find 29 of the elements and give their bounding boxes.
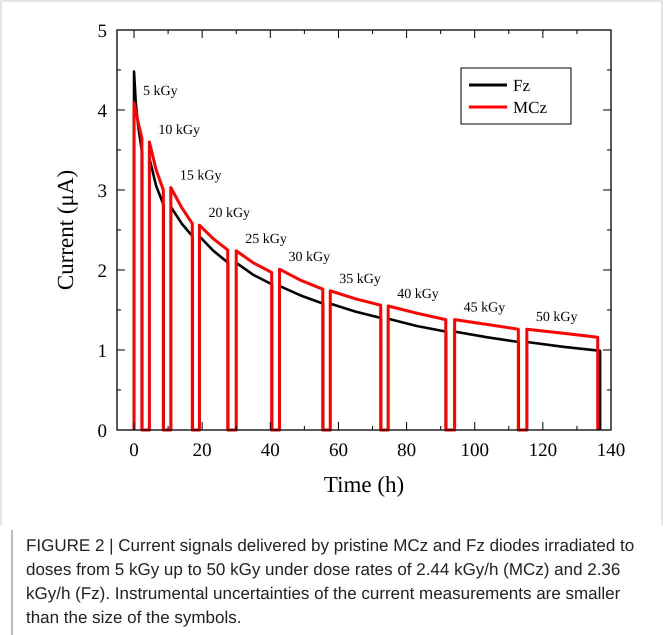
- y-axis-title: Current (μA): [53, 170, 78, 290]
- x-tick-label: 20: [192, 440, 212, 461]
- annotation: 25 kGy: [245, 232, 287, 247]
- y-tick-label: 5: [98, 21, 107, 42]
- y-tick-label: 1: [98, 341, 107, 362]
- legend-label: Fz: [513, 76, 530, 95]
- annotation: 40 kGy: [397, 287, 439, 302]
- y-tick-label: 2: [98, 261, 107, 282]
- annotation: 10 kGy: [158, 123, 200, 138]
- caption: FIGURE 2 | Current signals delivered by pristine MCz and Fz diodes irradiated to doses from 5 kGy up to 50 kGy under dose rates of 2.44 kGy/h (MCz) and 2.36 kGy/h (Fz). Instrumental uncertainties of the current measurements are smaller than the size of the symbols.: [26, 535, 636, 629]
- annotation: 15 kGy: [180, 168, 222, 184]
- y-tick-label: 3: [98, 181, 107, 202]
- annotation: 5 kGy: [143, 84, 178, 99]
- x-axis-title: Time (h): [324, 472, 404, 497]
- x-tick-label: 0: [129, 440, 139, 461]
- legend-label: MCz: [513, 98, 548, 117]
- y-tick-label: 0: [98, 421, 107, 442]
- x-tick-label: 120: [528, 440, 558, 461]
- x-tick-label: 100: [460, 440, 489, 461]
- x-tick-label: 140: [596, 440, 626, 461]
- x-tick-label: 80: [397, 440, 416, 461]
- x-tick-label: 40: [260, 440, 280, 461]
- annotation: 20 kGy: [208, 206, 250, 222]
- annotation: 35 kGy: [339, 272, 381, 287]
- y-tick-label: 4: [98, 101, 108, 122]
- annotation: 30 kGy: [288, 250, 330, 266]
- annotation: 50 kGy: [536, 310, 578, 326]
- annotation: 45 kGy: [464, 300, 506, 316]
- x-tick-label: 60: [328, 440, 348, 461]
